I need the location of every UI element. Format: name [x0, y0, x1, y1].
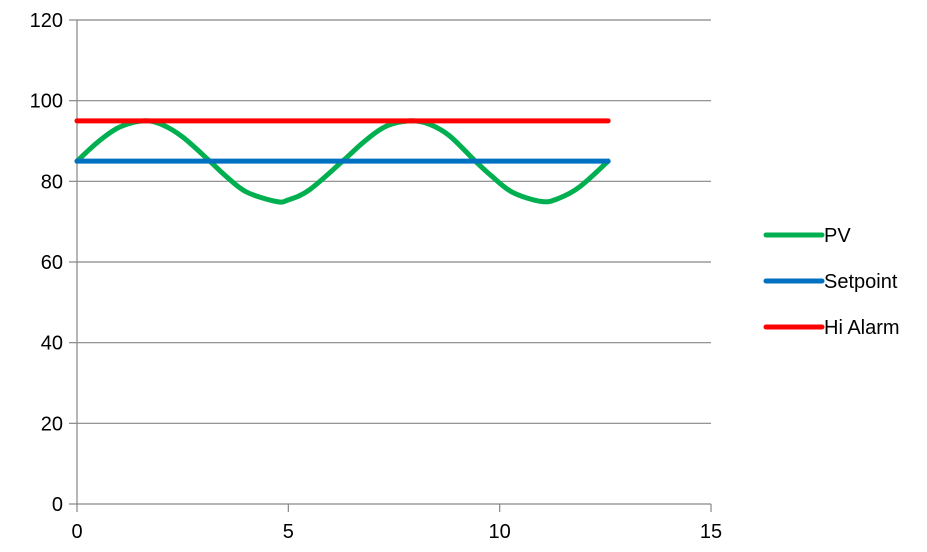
axes: 0 20 40 60 80 100 120 0 5 10 15	[30, 10, 723, 543]
y-tick-label: 60	[41, 252, 63, 274]
x-tick-label: 15	[700, 521, 722, 543]
y-tick-label: 20	[41, 413, 63, 435]
y-tick-label: 40	[41, 333, 63, 355]
x-tick-label: 5	[283, 521, 294, 543]
legend: PV Setpoint Hi Alarm	[763, 225, 900, 339]
x-tick-label: 0	[71, 521, 82, 543]
y-tick-label: 0	[52, 494, 63, 516]
y-tick-label: 80	[41, 171, 63, 193]
gridlines	[77, 19, 711, 424]
series	[74, 118, 611, 205]
legend-label-pv: PV	[824, 225, 851, 247]
legend-label-hi-alarm: Hi Alarm	[824, 317, 900, 339]
y-tick-label: 100	[30, 91, 63, 113]
y-tick-label: 120	[30, 10, 63, 32]
legend-label-setpoint: Setpoint	[824, 271, 898, 293]
x-tick-label: 10	[489, 521, 511, 543]
